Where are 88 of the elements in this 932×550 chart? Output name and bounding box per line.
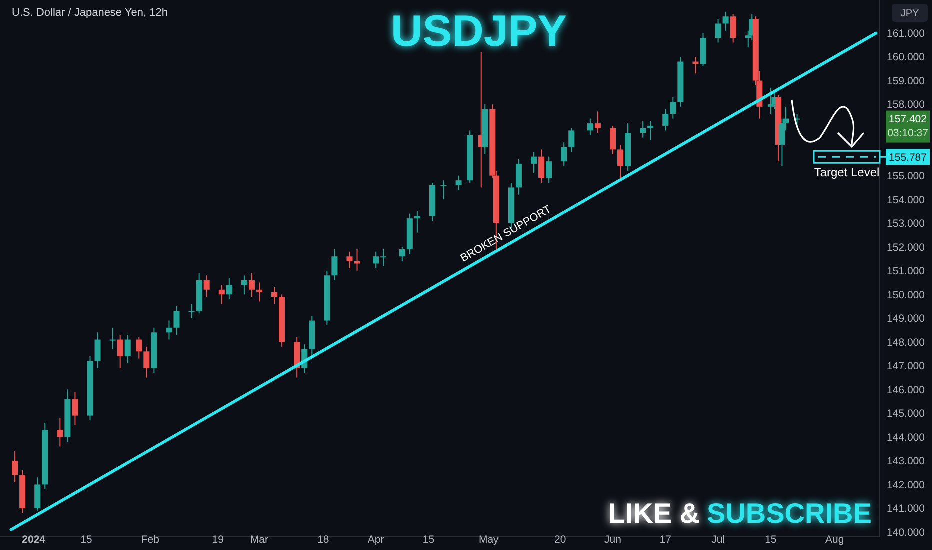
candlestick bbox=[561, 142, 568, 167]
candlestick bbox=[248, 272, 255, 298]
candlestick bbox=[332, 248, 338, 281]
x-tick-label: Aug bbox=[826, 534, 844, 546]
x-tick-label: 2024 bbox=[22, 534, 46, 546]
text: U.S. Dollar / Japanese Yen, 12h bbox=[12, 6, 168, 19]
x-tick-label: 18 bbox=[318, 534, 330, 546]
candlestick bbox=[174, 306, 180, 336]
candlestick bbox=[399, 246, 406, 262]
x-tick-label: 15 bbox=[422, 534, 435, 546]
candlestick bbox=[346, 251, 353, 269]
candlestick bbox=[256, 282, 262, 302]
candlestick bbox=[188, 304, 195, 319]
candlestick bbox=[94, 332, 101, 369]
y-tick-label: 143.000 bbox=[887, 456, 926, 468]
y-tick-label: 152.000 bbox=[887, 242, 926, 254]
candlestick bbox=[72, 392, 78, 426]
candlestick bbox=[440, 180, 447, 200]
candlestick bbox=[12, 450, 18, 483]
y-tick-label: 150.000 bbox=[887, 289, 926, 302]
x-tick-label: 19 bbox=[212, 534, 224, 546]
y-axis-title: JPY bbox=[900, 8, 920, 20]
candlestick bbox=[124, 334, 131, 364]
chart-title: USDJPY bbox=[390, 7, 568, 56]
candlestick bbox=[546, 156, 552, 184]
candlestick bbox=[117, 334, 124, 369]
candlestick bbox=[144, 346, 150, 378]
x-tick-label: May bbox=[478, 534, 500, 546]
y-tick-label: 147.000 bbox=[887, 360, 926, 373]
y-tick-label: 144.000 bbox=[887, 432, 926, 444]
y-tick-label: 145.000 bbox=[887, 408, 926, 420]
candlestick bbox=[587, 118, 594, 136]
x-tick-label: Apr bbox=[368, 534, 385, 546]
candlestick bbox=[610, 125, 616, 155]
y-tick-label: 154.000 bbox=[887, 194, 926, 206]
x-tick-label: 15 bbox=[765, 534, 777, 546]
candlestick bbox=[722, 11, 729, 32]
y-tick-label: 142.000 bbox=[887, 479, 926, 492]
candlestick bbox=[456, 175, 462, 191]
candlestick bbox=[414, 210, 420, 234]
candlestick bbox=[110, 327, 116, 350]
x-tick-label: Feb bbox=[141, 534, 160, 546]
y-tick-label: 141.000 bbox=[887, 503, 926, 516]
candlestick bbox=[136, 336, 142, 360]
x-tick-label: 15 bbox=[80, 534, 92, 546]
annotation: LIKE & bbox=[608, 498, 700, 529]
candlestick bbox=[57, 418, 64, 448]
text: 157.402 bbox=[889, 113, 928, 126]
candlestick bbox=[568, 128, 575, 153]
y-tick-label: 153.000 bbox=[887, 218, 926, 230]
y-tick-label: 149.000 bbox=[887, 313, 926, 326]
candlestick bbox=[204, 275, 210, 298]
candlestick bbox=[594, 111, 601, 134]
y-tick-label: 148.000 bbox=[887, 336, 926, 349]
x-tick-label: Jun bbox=[604, 534, 622, 546]
y-tick-label: 155.000 bbox=[887, 170, 926, 183]
x-tick-label: 20 bbox=[554, 534, 566, 546]
candlestick bbox=[648, 120, 654, 141]
y-tick-label: 158.000 bbox=[887, 99, 926, 112]
candlestick bbox=[34, 477, 41, 512]
candlestick bbox=[218, 284, 225, 305]
x-tick-label: Mar bbox=[250, 534, 270, 546]
candlestick bbox=[730, 14, 736, 44]
candlestick bbox=[618, 144, 624, 182]
candlestick bbox=[226, 278, 232, 300]
candlestick bbox=[662, 108, 669, 132]
candlestick bbox=[538, 149, 545, 184]
x-tick-label: Jul bbox=[712, 534, 726, 546]
text: 03:10:37 bbox=[888, 127, 929, 140]
y-tick-label: 146.000 bbox=[887, 384, 926, 396]
x-tick-label: 17 bbox=[660, 534, 672, 546]
candlestick bbox=[640, 120, 646, 138]
candlestick bbox=[768, 87, 774, 115]
y-tick-label: 140.000 bbox=[887, 526, 926, 539]
candlestick bbox=[516, 158, 522, 196]
candlestick bbox=[531, 152, 538, 174]
candlestick bbox=[715, 18, 722, 44]
y-tick-label: 159.000 bbox=[887, 75, 926, 88]
candlestick bbox=[670, 96, 676, 120]
candlestick bbox=[166, 320, 172, 340]
y-tick-label: 151.000 bbox=[887, 266, 926, 278]
candlestick bbox=[241, 275, 248, 296]
ref-line-label: Target Level bbox=[814, 165, 880, 180]
candlestick bbox=[272, 287, 278, 305]
text: 155.787 bbox=[889, 152, 928, 164]
y-tick-label: 160.000 bbox=[887, 52, 926, 64]
y-tick-label: 161.000 bbox=[887, 28, 926, 40]
annotation: SUBSCRIBE bbox=[707, 498, 872, 529]
